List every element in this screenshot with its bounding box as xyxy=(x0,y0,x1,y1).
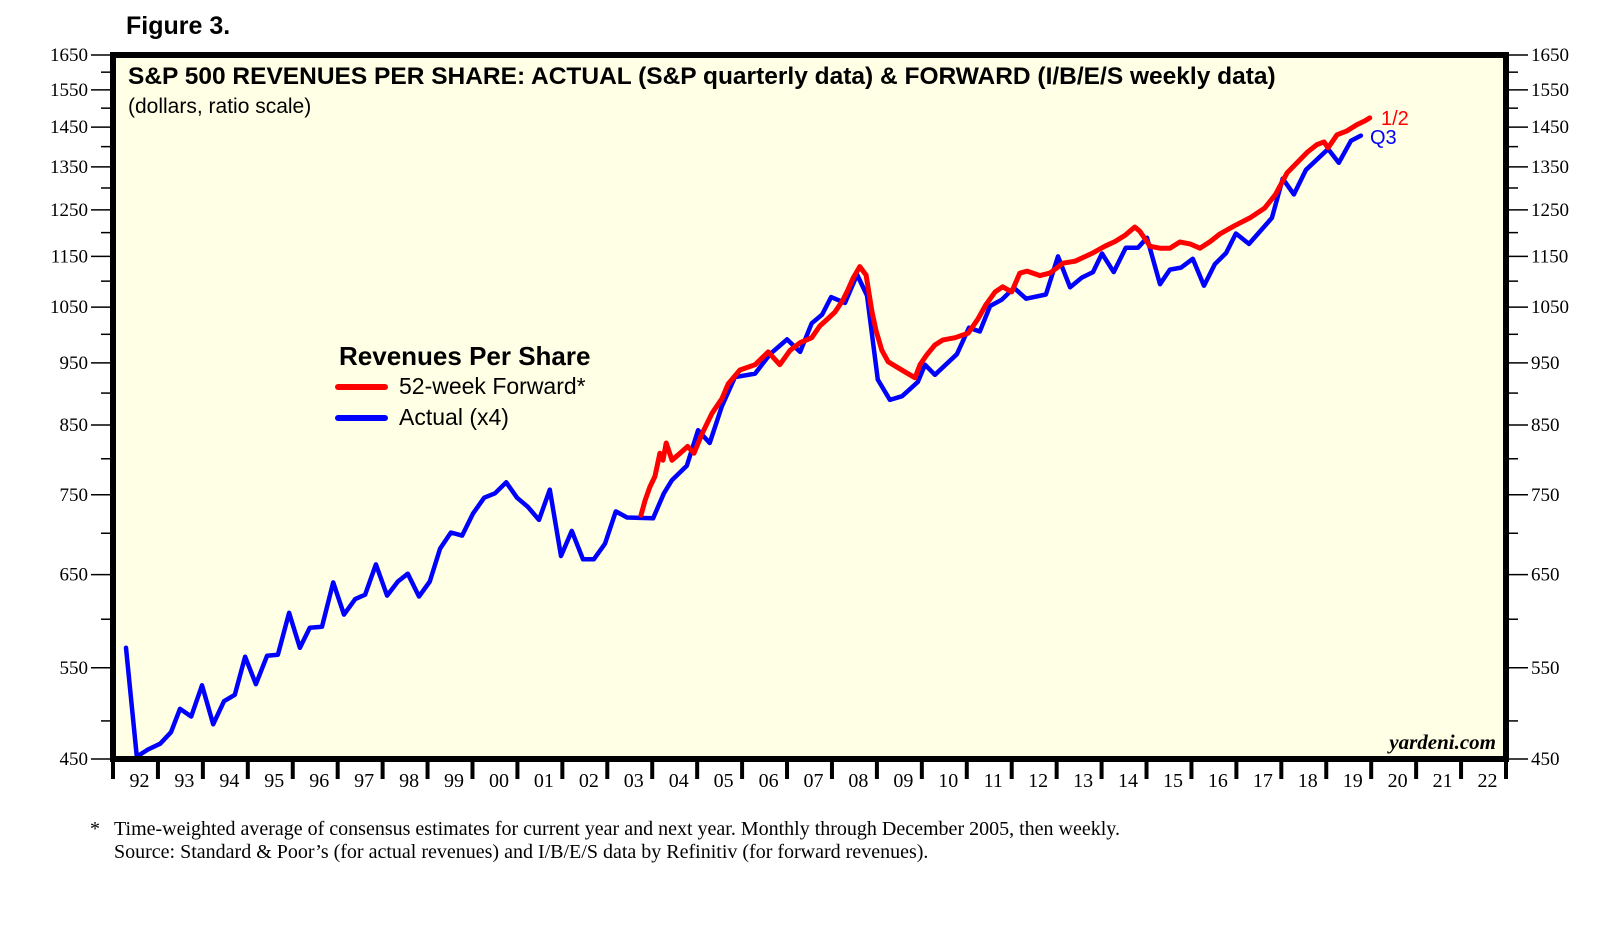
x-tick-label: 09 xyxy=(893,770,913,792)
y-axis-right: 450 550 650 750 850 950 1050 1150 1250 1350 1450 15… xyxy=(1509,45,1569,770)
footnote-line-1: * Time-weighted average of consensus esti… xyxy=(90,818,1120,841)
footnote-text-1: Time-weighted average of consensus estim… xyxy=(114,818,1120,840)
plot-background xyxy=(113,55,1506,759)
x-tick-label: 03 xyxy=(624,770,644,792)
x-tick-label: 98 xyxy=(399,770,419,792)
end-label-actual: Q3 xyxy=(1370,127,1397,149)
y-tick-label-left: 1650 xyxy=(50,45,88,66)
x-tick-label: 14 xyxy=(1118,770,1138,792)
y-tick-label-left: 450 xyxy=(60,749,89,770)
x-tick-label: 97 xyxy=(354,770,374,792)
x-tick-label: 92 xyxy=(129,770,149,792)
y-tick-label-right: 1450 xyxy=(1531,117,1569,138)
chart-title: S&P 500 REVENUES PER SHARE: ACTUAL (S&P … xyxy=(128,63,1276,90)
y-tick-label-right: 1150 xyxy=(1531,246,1568,267)
y-tick-label-right: 1050 xyxy=(1531,297,1569,318)
x-tick-label: 17 xyxy=(1253,770,1273,792)
chart-subtitle: (dollars, ratio scale) xyxy=(128,95,311,118)
x-tick-label: 06 xyxy=(759,770,779,792)
x-tick-label: 19 xyxy=(1343,770,1363,792)
y-tick-label-right: 1550 xyxy=(1531,80,1569,101)
end-label-forward: 1/2 xyxy=(1381,108,1409,130)
y-tick-label-right: 650 xyxy=(1531,565,1560,586)
y-tick-label-left: 1450 xyxy=(50,117,88,138)
y-tick-label-left: 1350 xyxy=(50,157,88,178)
x-tick-label: 94 xyxy=(219,770,239,792)
footnote: * Time-weighted average of consensus esti… xyxy=(90,818,1120,864)
x-tick-label: 99 xyxy=(444,770,464,792)
x-tick-label: 21 xyxy=(1433,770,1453,792)
footnote-line-2: Source: Standard & Poor’s (for actual re… xyxy=(114,841,929,863)
x-tick-label: 22 xyxy=(1478,770,1498,792)
legend-label-actual: Actual (x4) xyxy=(399,404,509,430)
legend-label-forward: 52-week Forward* xyxy=(399,373,586,399)
x-tick-label: 20 xyxy=(1388,770,1408,792)
y-tick-label-left: 750 xyxy=(60,485,89,506)
y-tick-label-left: 850 xyxy=(60,415,89,436)
x-tick-label: 07 xyxy=(804,770,824,792)
y-tick-label-left: 1150 xyxy=(51,246,88,267)
series-layer xyxy=(123,115,1373,759)
x-tick-label: 18 xyxy=(1298,770,1318,792)
y-axis-left: 450 550 650 750 850 950 1050 1150 1250 1350 1450 15… xyxy=(50,45,110,770)
x-tick-label: 95 xyxy=(264,770,284,792)
chart: 450 550 650 750 850 950 1050 1150 1250 1350 1450 15… xyxy=(50,45,1569,792)
y-tick-label-left: 1050 xyxy=(50,297,88,318)
y-tick-label-left: 1250 xyxy=(50,200,88,221)
y-tick-label-left: 550 xyxy=(60,658,89,679)
x-tick-label: 10 xyxy=(938,770,958,792)
x-tick-label: 00 xyxy=(489,770,509,792)
x-tick-label: 96 xyxy=(309,770,329,792)
y-tick-label-right: 1350 xyxy=(1531,157,1569,178)
y-tick-label-right: 850 xyxy=(1531,415,1560,436)
legend-title: Revenues Per Share xyxy=(339,341,590,371)
x-tick-label: 05 xyxy=(714,770,734,792)
y-tick-label-left: 1550 xyxy=(50,80,88,101)
footnote-marker: * xyxy=(90,818,100,840)
x-tick-label: 01 xyxy=(534,770,554,792)
figure-label: Figure 3. xyxy=(126,12,231,40)
y-tick-label-right: 1250 xyxy=(1531,200,1569,221)
y-tick-label-right: 750 xyxy=(1531,485,1560,506)
legend: Revenues Per Share 52-week Forward* Actu… xyxy=(335,341,590,430)
y-tick-label-left: 950 xyxy=(60,353,89,374)
x-tick-label: 08 xyxy=(848,770,868,792)
y-tick-label-right: 950 xyxy=(1531,353,1560,374)
y-tick-label-right: 1650 xyxy=(1531,45,1569,66)
watermark: yardeni.com xyxy=(1386,730,1496,754)
x-tick-label: 02 xyxy=(579,770,599,792)
x-tick-label: 93 xyxy=(174,770,194,792)
x-tick-label: 11 xyxy=(984,770,1003,792)
y-tick-label-left: 650 xyxy=(60,565,89,586)
x-tick-label: 15 xyxy=(1163,770,1183,792)
y-tick-label-right: 450 xyxy=(1531,749,1560,770)
y-tick-label-right: 550 xyxy=(1531,658,1560,679)
x-tick-label: 13 xyxy=(1073,770,1093,792)
plot-frame xyxy=(110,52,1509,762)
x-tick-label: 12 xyxy=(1028,770,1048,792)
x-tick-label: 04 xyxy=(669,770,689,792)
series-line-forward xyxy=(638,115,1373,518)
x-tick-label: 16 xyxy=(1208,770,1228,792)
x-axis: 92 93 94 95 96 97 98 99 00 01 02 03 04 05 06 07 08 09 10 11… xyxy=(111,762,1508,792)
